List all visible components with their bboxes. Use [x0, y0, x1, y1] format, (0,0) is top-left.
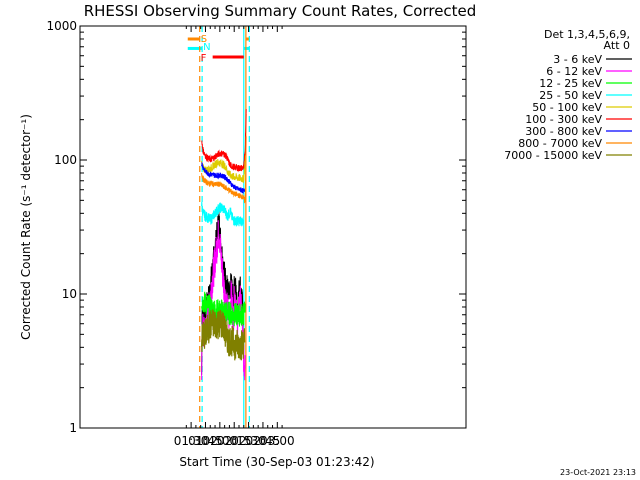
y-tick-label: 10 — [62, 287, 77, 301]
series-line-800-7000-kev — [201, 136, 247, 204]
y-axis-label: Corrected Count Rate (s⁻¹ detector⁻¹) — [19, 114, 33, 340]
plot-frame — [79, 25, 467, 429]
y-tick-label: 100 — [54, 153, 77, 167]
vertical-markers-layer — [199, 26, 250, 428]
series-line-7000-15000-kev — [201, 309, 246, 361]
x-tick-label: 01:30 — [174, 434, 209, 448]
legend-header-line: Att 0 — [604, 39, 630, 52]
legend-entry-label: 7000 - 15000 keV — [504, 149, 602, 162]
legend-header-line: Det 1,3,4,5,6,9, — [544, 28, 630, 41]
chart-title: RHESSI Observing Summary Count Rates, Co… — [84, 2, 477, 20]
x-tick-label: 01:45 — [188, 434, 223, 448]
bars-layer — [187, 37, 250, 50]
legend-entry-label: 3 - 6 keV — [553, 53, 602, 66]
series-line-50-100-kev — [201, 114, 247, 183]
series-line-100-300-kev — [201, 109, 247, 173]
legend-entry-label: 25 - 50 keV — [539, 89, 602, 102]
series-line-25-50-kev — [201, 201, 244, 227]
legend-entry-label: 50 - 100 keV — [532, 101, 602, 114]
series-layer — [201, 109, 247, 381]
x-tick-label: 02:30 — [231, 434, 266, 448]
x-tick-label: 02:00 — [203, 434, 238, 448]
annotation-n: N — [203, 42, 210, 53]
annotation-s: S — [201, 34, 207, 45]
legend-entry-label: 6 - 12 keV — [546, 65, 602, 78]
legend-entry-label: 100 - 300 keV — [525, 113, 602, 126]
y-tick-label: 1000 — [46, 19, 77, 33]
x-axis-label: Start Time (30-Sep-03 01:23:42) — [179, 455, 374, 469]
legend-entry-label: 300 - 800 keV — [525, 125, 602, 138]
legend-entry-label: 800 - 7000 keV — [518, 137, 602, 150]
legend-entry-label: 12 - 25 keV — [539, 77, 602, 90]
y-tick-label: 1 — [69, 421, 77, 435]
x-tick-label: 02:45 — [246, 434, 281, 448]
x-tick-label: 02:15 — [217, 434, 252, 448]
flare-label: F — [201, 53, 207, 64]
x-tick-label: 03:00 — [260, 434, 295, 448]
annotations-layer: SNF — [201, 34, 244, 64]
timestamp: 23-Oct-2021 23:13 — [560, 468, 636, 477]
series-line-300-800-kev — [201, 162, 246, 194]
